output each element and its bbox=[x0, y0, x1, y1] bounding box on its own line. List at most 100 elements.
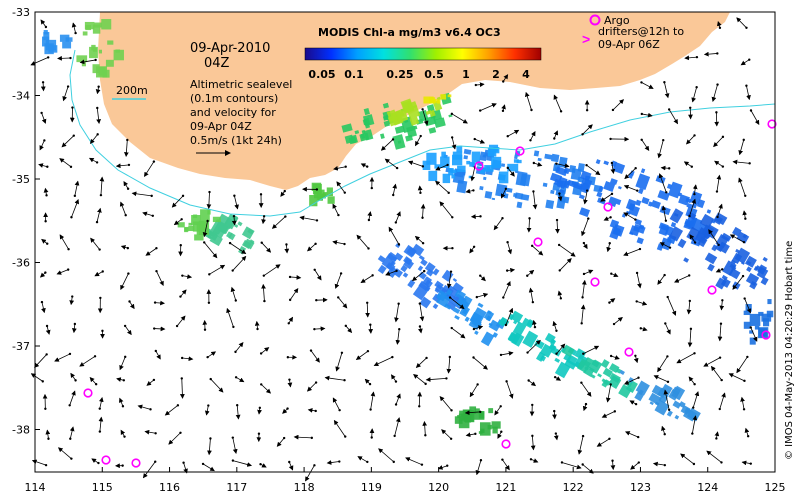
velocity-arrow bbox=[552, 411, 557, 420]
velocity-arrow bbox=[507, 129, 520, 137]
velocity-arrow bbox=[79, 355, 96, 367]
velocity-arrow bbox=[502, 280, 511, 298]
velocity-arrow bbox=[553, 130, 559, 139]
velocity-arrow-origin bbox=[506, 240, 509, 244]
velocity-arrow bbox=[674, 275, 690, 283]
chlorophyll-patch bbox=[423, 94, 452, 104]
chlorophyll-patch bbox=[498, 310, 589, 379]
velocity-arrow bbox=[561, 462, 582, 470]
velocity-arrow-origin bbox=[126, 138, 129, 142]
velocity-arrow bbox=[307, 408, 316, 413]
colorbar-tick-label: 2 bbox=[492, 68, 500, 81]
velocity-arrow-origin bbox=[611, 459, 614, 462]
velocity-arrow bbox=[395, 393, 401, 405]
velocity-arrow bbox=[123, 181, 129, 189]
argo-legend-chevron-icon: > bbox=[582, 31, 590, 47]
x-tick-label: 125 bbox=[765, 481, 786, 494]
velocity-arrow bbox=[45, 325, 51, 335]
velocity-arrow bbox=[633, 355, 639, 364]
velocity-arrow bbox=[335, 352, 343, 372]
isobath-200m bbox=[69, 49, 776, 217]
velocity-arrow bbox=[154, 326, 166, 332]
argo-markers bbox=[83, 119, 777, 468]
velocity-arrow bbox=[750, 110, 760, 126]
velocity-arrow-origin bbox=[445, 377, 448, 380]
velocity-arrow bbox=[59, 158, 72, 168]
chlorophyll-patch bbox=[454, 406, 501, 436]
velocity-arrow bbox=[474, 138, 486, 144]
velocity-arrow bbox=[71, 323, 77, 334]
velocity-arrow bbox=[692, 391, 700, 408]
velocity-arrow bbox=[45, 429, 51, 439]
velocity-arrow bbox=[229, 242, 247, 255]
velocity-arrow bbox=[364, 378, 371, 385]
velocity-arrow bbox=[581, 218, 589, 237]
y-tick-label: -34 bbox=[12, 90, 30, 103]
x-tick-label: 122 bbox=[563, 481, 584, 494]
velocity-arrow bbox=[641, 82, 654, 89]
velocity-arrow bbox=[164, 405, 179, 416]
velocity-arrow bbox=[179, 378, 185, 399]
velocity-arrow bbox=[465, 432, 476, 438]
argo-drifter-marker bbox=[131, 458, 141, 468]
velocity-arrow bbox=[124, 325, 132, 336]
velocity-arrow bbox=[441, 429, 452, 440]
velocity-arrow bbox=[119, 201, 127, 216]
sealevel-line-4: 09-Apr 04Z bbox=[190, 120, 252, 133]
velocity-arrow bbox=[232, 437, 238, 455]
velocity-arrow bbox=[261, 242, 272, 253]
velocity-arrow bbox=[71, 22, 77, 34]
velocity-arrow-origin bbox=[421, 108, 424, 111]
velocity-arrow bbox=[96, 207, 102, 223]
velocity-arrow bbox=[612, 99, 625, 111]
credit-label: © IMOS 04-May-2013 04:20:29 Hobart time bbox=[784, 241, 795, 460]
velocity-arrows bbox=[30, 17, 760, 482]
velocity-arrow bbox=[414, 235, 424, 244]
velocity-arrow bbox=[680, 453, 695, 465]
velocity-arrow bbox=[688, 376, 695, 385]
argo-drifter-marker bbox=[474, 161, 484, 171]
velocity-arrow bbox=[332, 240, 345, 245]
velocity-arrow bbox=[613, 316, 623, 325]
velocity-arrow bbox=[636, 301, 648, 306]
colorbar-tick-label: 1 bbox=[462, 68, 470, 81]
velocity-arrow bbox=[451, 137, 457, 150]
velocity-arrow bbox=[714, 431, 720, 439]
velocity-arrow bbox=[435, 180, 449, 194]
velocity-arrow bbox=[378, 448, 395, 463]
velocity-arrow bbox=[380, 139, 394, 151]
velocity-arrow bbox=[703, 357, 721, 367]
x-tick-label: 118 bbox=[294, 481, 315, 494]
velocity-arrow bbox=[741, 460, 751, 466]
velocity-arrow-origin bbox=[181, 274, 184, 277]
velocity-arrow-origin bbox=[418, 325, 422, 328]
velocity-arrow bbox=[41, 301, 46, 314]
velocity-arrow bbox=[689, 198, 697, 217]
velocity-arrow bbox=[98, 396, 104, 409]
velocity-arrow bbox=[156, 271, 164, 286]
velocity-arrow bbox=[94, 271, 103, 277]
velocity-arrow bbox=[661, 205, 667, 221]
velocity-arrow bbox=[333, 419, 346, 437]
velocity-arrow bbox=[558, 244, 576, 257]
velocity-arrow bbox=[310, 350, 320, 363]
velocity-arrow-origin bbox=[231, 459, 235, 462]
velocity-arrow bbox=[475, 82, 485, 88]
velocity-arrow-origin bbox=[101, 329, 104, 333]
velocity-arrow bbox=[276, 437, 285, 447]
velocity-arrow bbox=[742, 210, 748, 219]
velocity-arrow bbox=[439, 201, 453, 218]
velocity-arrow bbox=[596, 438, 610, 447]
chlorophyll-patch bbox=[386, 96, 443, 127]
velocity-arrow bbox=[394, 303, 400, 323]
velocity-arrow bbox=[202, 220, 208, 238]
velocity-arrow bbox=[451, 113, 468, 124]
velocity-arrow bbox=[116, 377, 124, 382]
velocity-arrow bbox=[59, 234, 69, 250]
velocity-arrow bbox=[708, 229, 719, 246]
velocity-arrow bbox=[660, 165, 670, 171]
velocity-arrow bbox=[62, 86, 69, 102]
velocity-arrow bbox=[532, 191, 538, 210]
velocity-arrow bbox=[689, 234, 696, 243]
